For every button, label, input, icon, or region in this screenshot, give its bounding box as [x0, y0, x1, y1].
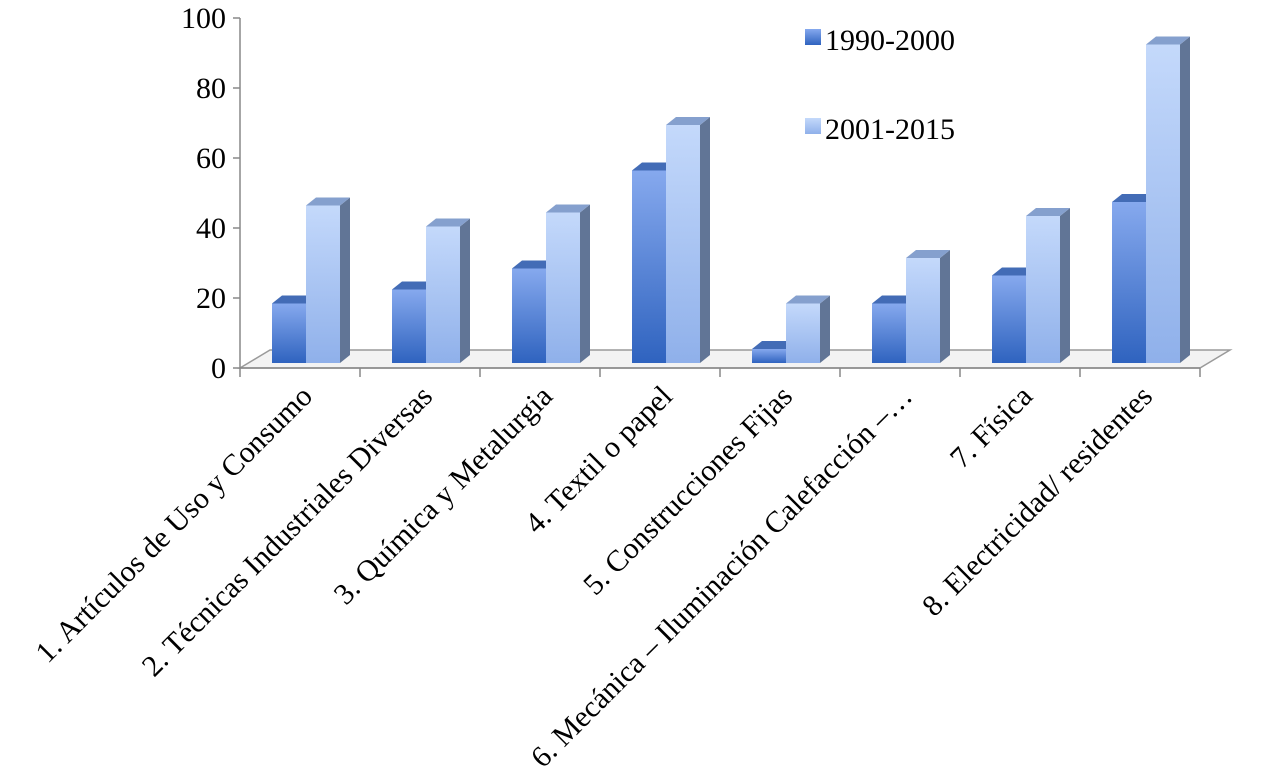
bar	[546, 204, 590, 363]
bar-front-face	[1112, 202, 1146, 363]
legend-label: 1990-2000	[825, 24, 955, 57]
bar-top-face	[872, 295, 916, 304]
bar-top-face	[426, 218, 470, 227]
bar-top-face	[632, 162, 676, 171]
legend-swatch	[805, 118, 821, 134]
bar-front-face	[1026, 216, 1060, 363]
bar	[1146, 36, 1190, 363]
y-tick-label: 80	[196, 72, 226, 105]
bar-front-face	[512, 268, 546, 363]
bar	[786, 295, 830, 363]
legend: 1990-2000 2001-2015	[805, 24, 955, 146]
bar	[666, 117, 710, 363]
chart-floor	[237, 349, 1233, 377]
bar-top-face	[752, 341, 796, 349]
y-tick-label: 0	[211, 352, 226, 385]
bar-side-face	[460, 218, 470, 363]
bar-front-face	[786, 303, 820, 363]
bar-side-face	[820, 295, 830, 363]
bar	[426, 218, 470, 363]
y-tick-label: 40	[196, 212, 226, 245]
bar-top-face	[906, 250, 950, 258]
bar-front-face	[666, 125, 700, 363]
bar-top-face	[306, 197, 350, 206]
floor-plane	[237, 349, 1233, 369]
bar-front-face	[272, 303, 306, 363]
bar-top-face	[1146, 36, 1190, 45]
bars-group	[272, 36, 1190, 363]
x-category-label: 3. Química y Metalurgia	[327, 380, 558, 611]
bar-front-face	[752, 349, 786, 363]
bar-front-face	[1146, 44, 1180, 363]
bar	[1026, 208, 1070, 363]
bar-front-face	[872, 303, 906, 363]
bar	[906, 250, 950, 363]
bar-side-face	[700, 117, 710, 363]
y-tick-label: 20	[196, 282, 226, 315]
y-tick-label: 60	[196, 142, 226, 175]
legend-swatch	[805, 29, 821, 45]
bar-front-face	[392, 289, 426, 363]
bar-top-face	[1026, 208, 1070, 216]
legend-label: 2001-2015	[825, 113, 955, 146]
bar-front-face	[546, 212, 580, 363]
bar-top-face	[546, 204, 590, 213]
bar-front-face	[632, 170, 666, 363]
bar-front-face	[906, 258, 940, 363]
bar-front-face	[306, 205, 340, 363]
bar-top-face	[272, 295, 316, 304]
x-category-label: 7. Física	[944, 380, 1039, 475]
bar-top-face	[666, 117, 710, 125]
bar-side-face	[940, 250, 950, 363]
bar-top-face	[1112, 194, 1156, 202]
x-category-label: 8. Electricidad/ residentes	[916, 380, 1159, 623]
y-axis: 0 20 40 60 80 100	[181, 2, 241, 385]
bar	[306, 197, 350, 363]
bar-side-face	[340, 197, 350, 363]
bar-top-face	[512, 260, 556, 269]
bar-side-face	[580, 204, 590, 363]
bar-front-face	[426, 226, 460, 363]
bar-top-face	[992, 267, 1036, 276]
bar-front-face	[992, 275, 1026, 363]
bar-side-face	[1060, 208, 1070, 363]
bar-top-face	[786, 295, 830, 304]
bar-top-face	[392, 281, 436, 290]
bar-side-face	[1180, 36, 1190, 363]
y-tick-label: 100	[181, 2, 226, 35]
x-category-label: 5. Construcciones Fijas	[577, 380, 799, 602]
